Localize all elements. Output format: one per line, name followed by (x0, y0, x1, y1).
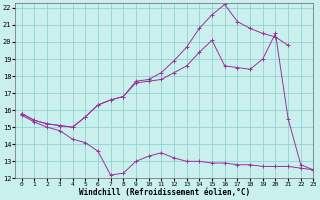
X-axis label: Windchill (Refroidissement éolien,°C): Windchill (Refroidissement éolien,°C) (79, 188, 250, 197)
